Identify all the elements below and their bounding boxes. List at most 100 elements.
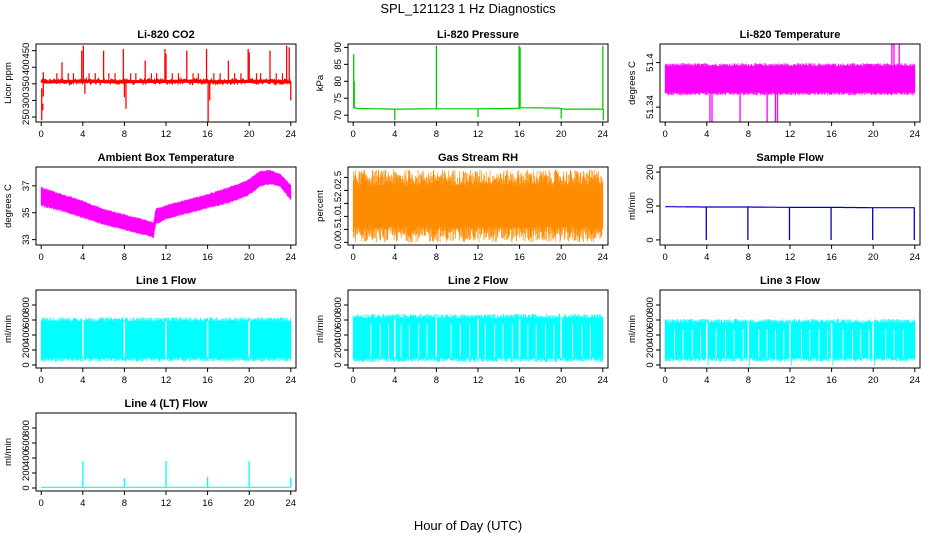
panel-data — [352, 169, 604, 243]
y-tick-label: 600 — [333, 312, 344, 328]
panel-title: Line 3 Flow — [760, 275, 820, 287]
x-tick-label: 8 — [746, 375, 751, 386]
x-tick-label: 24 — [598, 375, 609, 386]
y-axis-label: ml/min — [627, 315, 638, 343]
y-tick-label: 400 — [645, 327, 656, 343]
panel-title: Ambient Box Temperature — [98, 152, 235, 164]
y-axis-label: ml/min — [627, 192, 638, 220]
x-tick-label: 16 — [514, 375, 525, 386]
y-axis-label: degrees C — [3, 184, 14, 228]
chart-panel: Gas Stream RH 0 4 8 12 16 20 24 0.00.51.01.52.02… — [315, 152, 609, 263]
x-tick-label: 0 — [663, 252, 668, 263]
y-tick-label: 400 — [21, 450, 32, 466]
x-tick-label: 24 — [598, 129, 609, 140]
panel-title: Gas Stream RH — [438, 152, 518, 164]
x-tick-label: 8 — [434, 129, 439, 140]
x-tick-label: 12 — [785, 129, 796, 140]
y-tick-label: 450 — [21, 43, 32, 59]
x-tick-label: 4 — [80, 252, 85, 263]
y-tick-label: 1.0 — [333, 210, 344, 223]
y-tick-label: 85 — [333, 59, 344, 70]
panel-data — [352, 313, 604, 363]
x-tick-label: 12 — [473, 252, 484, 263]
x-tick-label: 0 — [351, 129, 356, 140]
y-tick-label: 100 — [645, 198, 656, 214]
y-axis-label: percent — [315, 190, 326, 222]
y-tick-label: 200 — [645, 164, 656, 180]
panel-data — [665, 206, 915, 240]
x-tick-label: 0 — [351, 375, 356, 386]
x-tick-label: 24 — [286, 375, 297, 386]
y-axis-label: Licor ppm — [3, 62, 14, 104]
y-tick-label: 300 — [21, 92, 32, 108]
y-tick-label: 600 — [21, 435, 32, 451]
chart-panel: Sample Flow 0 4 8 12 16 20 24 0 100 200 ml/min — [627, 152, 921, 263]
x-tick-label: 16 — [202, 129, 213, 140]
y-tick-label: 800 — [333, 297, 344, 313]
x-tick-label: 24 — [910, 129, 921, 140]
x-tick-label: 8 — [122, 498, 127, 509]
y-axis-label: ml/min — [3, 438, 14, 466]
y-tick-label: 51.34 — [645, 95, 656, 119]
x-tick-label: 0 — [39, 498, 44, 509]
x-tick-label: 8 — [122, 375, 127, 386]
x-tick-label: 12 — [473, 375, 484, 386]
figure-title: SPL_121123 1 Hz Diagnostics — [380, 1, 556, 16]
y-tick-label: 400 — [21, 59, 32, 75]
panel-data — [40, 317, 292, 362]
x-tick-label: 20 — [868, 252, 879, 263]
chart-panel: Li-820 Temperature 0 4 8 12 16 20 24 51.34 51.4 de… — [627, 29, 921, 140]
y-tick-label: 200 — [21, 342, 32, 358]
x-tick-label: 4 — [392, 375, 397, 386]
y-tick-label: 90 — [333, 42, 344, 53]
y-tick-label: 0.5 — [333, 223, 344, 236]
x-tick-label: 4 — [704, 129, 709, 140]
x-tick-label: 20 — [244, 129, 255, 140]
y-tick-label: 51.4 — [645, 53, 656, 71]
panel-data — [41, 461, 292, 488]
x-tick-label: 16 — [514, 129, 525, 140]
x-tick-label: 0 — [39, 252, 44, 263]
x-tick-label: 4 — [392, 252, 397, 263]
x-tick-label: 8 — [746, 129, 751, 140]
y-tick-label: 75 — [333, 93, 344, 104]
y-tick-label: 0 — [21, 485, 32, 490]
x-tick-label: 8 — [122, 129, 127, 140]
x-tick-label: 12 — [161, 375, 172, 386]
y-axis-label: ml/min — [3, 315, 14, 343]
x-tick-label: 24 — [598, 252, 609, 263]
x-tick-label: 16 — [202, 375, 213, 386]
x-tick-label: 20 — [868, 375, 879, 386]
x-tick-label: 0 — [39, 129, 44, 140]
y-tick-label: 400 — [333, 327, 344, 343]
y-tick-label: 400 — [21, 327, 32, 343]
y-tick-label: 0 — [645, 237, 656, 242]
chart-panel: Line 4 (LT) Flow 0 4 8 12 16 20 24 0 200400600800… — [3, 398, 297, 509]
x-tick-label: 12 — [785, 252, 796, 263]
panel-title: Li-820 CO2 — [137, 29, 194, 41]
chart-panel: Li-820 Pressure 0 4 8 12 16 20 24 70 75 80 85 90 kPa — [315, 29, 609, 140]
data-line — [352, 106, 603, 110]
x-tick-label: 0 — [351, 252, 356, 263]
x-tick-label: 12 — [161, 129, 172, 140]
x-tick-label: 24 — [286, 498, 297, 509]
y-tick-label: 35 — [21, 207, 32, 218]
y-axis-label: degrees C — [627, 61, 638, 105]
x-tick-label: 20 — [244, 498, 255, 509]
y-tick-label: 2.5 — [333, 171, 344, 184]
x-tick-label: 4 — [80, 129, 85, 140]
y-tick-label: 33 — [21, 234, 32, 245]
y-tick-label: 0.0 — [333, 236, 344, 249]
y-tick-label: 1.5 — [333, 197, 344, 210]
panel-data — [664, 318, 916, 366]
y-tick-label: 200 — [21, 465, 32, 481]
x-tick-label: 4 — [80, 375, 85, 386]
x-tick-label: 16 — [514, 252, 525, 263]
x-tick-label: 16 — [826, 375, 837, 386]
x-tick-label: 8 — [122, 252, 127, 263]
